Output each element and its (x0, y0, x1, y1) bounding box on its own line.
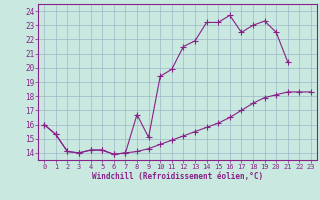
X-axis label: Windchill (Refroidissement éolien,°C): Windchill (Refroidissement éolien,°C) (92, 172, 263, 181)
